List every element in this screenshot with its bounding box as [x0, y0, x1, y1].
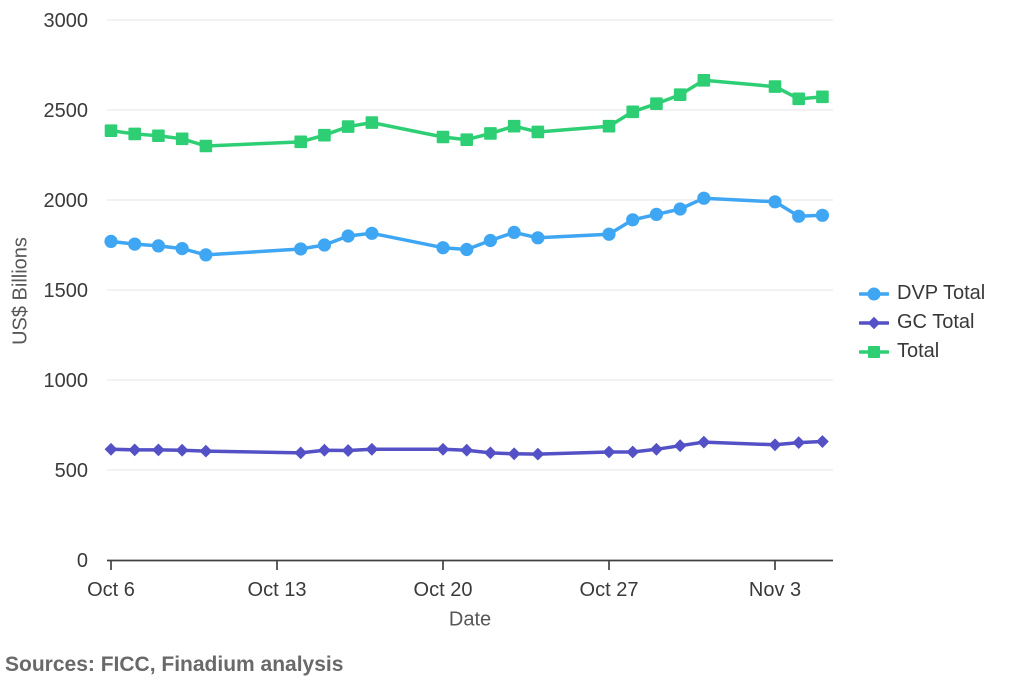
data-point — [484, 127, 497, 140]
data-point — [341, 120, 355, 133]
total-marker-icon — [859, 345, 889, 358]
data-point — [175, 242, 189, 256]
data-point — [436, 442, 450, 456]
data-point — [175, 132, 189, 146]
x-tick-label: Oct 27 — [580, 579, 639, 601]
data-point — [531, 447, 545, 461]
data-point — [792, 436, 806, 450]
series-line-gc-total — [109, 439, 825, 456]
x-tick-label: Oct 20 — [414, 579, 473, 601]
data-point — [626, 105, 640, 119]
data-point — [199, 444, 213, 458]
data-point — [602, 445, 616, 459]
chart-legend: DVP Total GC Total Total — [859, 279, 985, 366]
data-point — [460, 242, 474, 257]
series-line-total — [109, 78, 825, 148]
legend-item-gc-total: GC Total — [859, 308, 985, 337]
dvp-total-marker-icon — [859, 287, 889, 300]
source-note: Sources: FICC, Finadium analysis — [5, 653, 344, 676]
data-point — [317, 238, 332, 252]
data-point — [199, 139, 213, 153]
x-tick-label: Oct 13 — [248, 579, 307, 601]
data-point — [483, 233, 498, 248]
data-point — [649, 207, 664, 221]
y-tick-label: 0 — [77, 550, 88, 572]
data-point — [602, 227, 616, 241]
data-point — [484, 446, 497, 460]
x-axis-title: Date — [448, 608, 492, 631]
data-point — [673, 202, 687, 216]
data-point — [318, 443, 331, 457]
data-point — [152, 443, 165, 457]
data-point — [650, 97, 663, 110]
y-tick-label: 500 — [55, 460, 88, 482]
data-point — [294, 242, 308, 256]
data-point — [815, 208, 830, 222]
data-point — [531, 231, 545, 245]
y-tick-label: 2500 — [44, 100, 89, 122]
data-point — [531, 125, 545, 139]
data-point — [199, 248, 213, 262]
data-point — [673, 88, 687, 101]
series-line-dvp-total — [109, 196, 825, 257]
legend-label-dvp-total: DVP Total — [897, 282, 986, 304]
data-point — [294, 446, 308, 460]
data-point — [104, 124, 118, 137]
data-point — [152, 129, 165, 143]
data-point — [436, 241, 450, 255]
data-point — [697, 74, 711, 87]
legend-label-total: Total — [897, 340, 940, 362]
data-point — [128, 127, 142, 141]
data-point — [175, 443, 189, 457]
data-point — [318, 128, 331, 142]
data-point — [507, 119, 521, 133]
data-point — [507, 447, 521, 461]
data-point — [341, 229, 355, 243]
data-point — [697, 191, 711, 205]
data-point — [436, 130, 450, 144]
data-point — [294, 135, 308, 149]
legend-item-total: Total — [859, 337, 985, 366]
data-point — [816, 435, 829, 448]
legend-item-dvp-total: DVP Total — [859, 279, 985, 308]
data-point — [673, 439, 687, 453]
data-point — [128, 237, 142, 251]
data-point — [341, 444, 355, 457]
data-point — [768, 438, 782, 452]
gc-total-marker-icon — [859, 316, 889, 329]
data-point — [697, 435, 711, 449]
data-point — [104, 234, 118, 248]
y-tick-label: 3000 — [44, 10, 89, 32]
x-tick-label: Oct 6 — [87, 579, 135, 601]
y-tick-label: 2000 — [44, 190, 89, 212]
data-point — [602, 119, 616, 133]
data-point — [792, 92, 806, 106]
data-point — [507, 225, 521, 239]
y-tick-label: 1000 — [44, 370, 89, 392]
data-point — [626, 213, 640, 227]
legend-label-gc-total: GC Total — [897, 311, 975, 333]
data-point — [460, 133, 474, 146]
data-point — [460, 443, 474, 457]
y-tick-label: 1500 — [44, 280, 89, 302]
data-point — [816, 90, 829, 104]
x-tick-label: Nov 3 — [749, 579, 801, 601]
data-point — [768, 195, 782, 209]
data-point — [365, 226, 379, 240]
data-point — [792, 209, 806, 223]
y-axis-title: US$ Billions — [9, 237, 32, 345]
data-point — [365, 442, 379, 456]
data-point — [104, 442, 118, 456]
data-point — [128, 443, 142, 457]
data-point — [365, 116, 379, 129]
data-point — [650, 442, 663, 456]
data-point — [626, 445, 640, 459]
data-point — [768, 80, 782, 93]
data-point — [151, 239, 166, 253]
